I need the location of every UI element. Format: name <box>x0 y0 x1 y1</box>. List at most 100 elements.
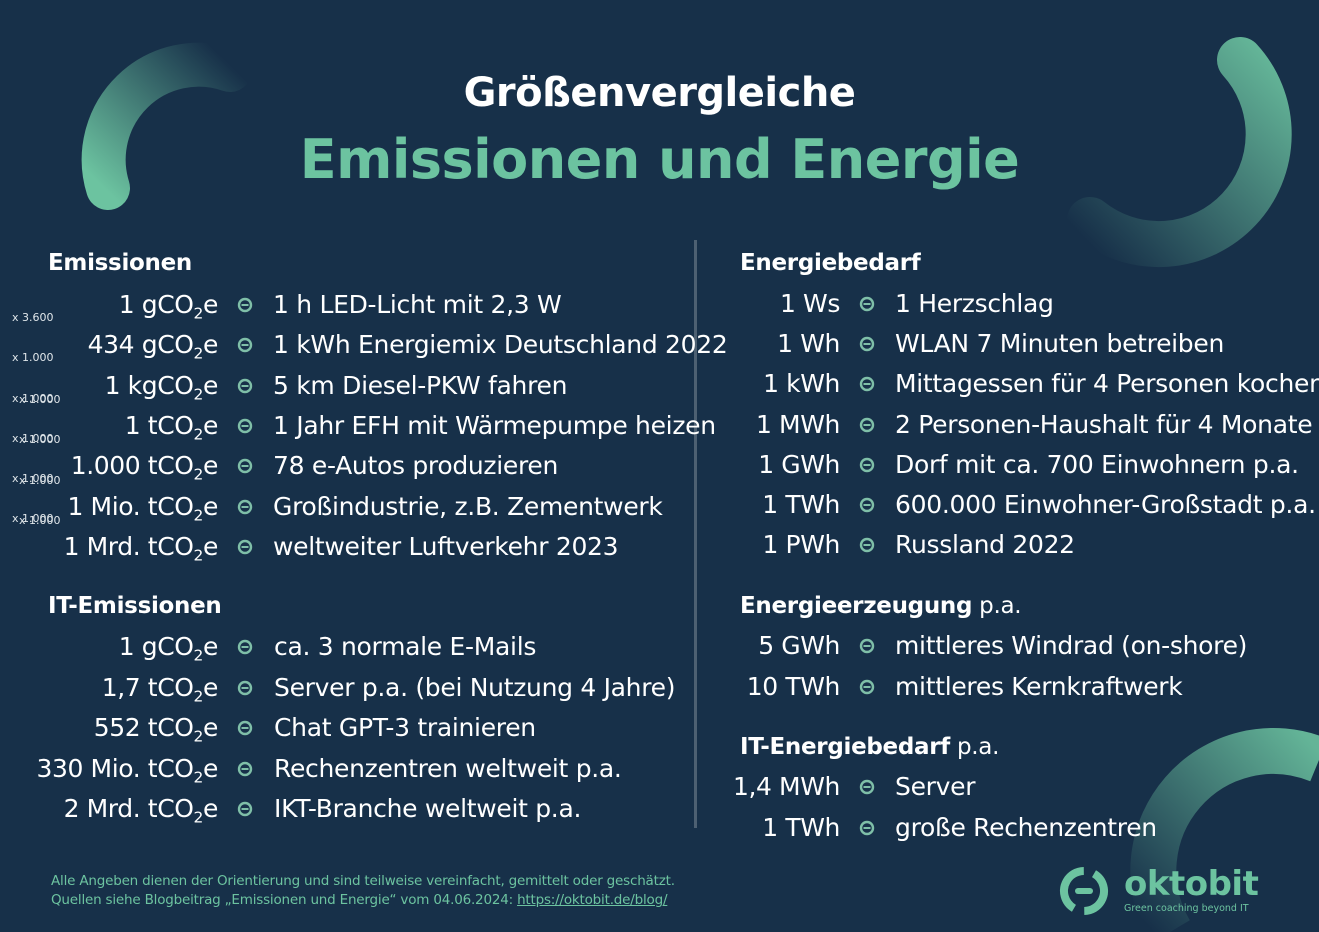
it-emissionen-row: 2 Mrd. tCO2e IKT-Branche weltweit p.a. <box>0 789 694 829</box>
row-value: 1 tCO2e <box>124 410 219 444</box>
row-value: 1 PWh <box>762 530 841 560</box>
page-title: Größenvergleiche <box>463 70 856 116</box>
multiplier-label: x 1.000 <box>12 512 54 526</box>
bullet-icon <box>237 378 253 393</box>
column-divider <box>694 240 697 828</box>
bullet-icon <box>859 417 875 432</box>
emissionen-row: 1 tCO2e 1 Jahr EFH mit Wärmepumpe heizen <box>0 406 716 446</box>
row-description: mittleres Windrad (on-shore) <box>895 631 1248 660</box>
row-value: 434 gCO2e <box>87 330 219 363</box>
bullet-icon <box>859 820 875 835</box>
bullet-icon <box>237 418 253 434</box>
bullet-icon <box>237 499 253 514</box>
row-description: weltweiter Luftverkehr 2023 <box>273 531 619 561</box>
emissionen-row: 1 Mrd. tCO2e weltweiter Luftverkehr 2023 <box>0 527 693 567</box>
energieerzeugung-row: 5 GWh mittleres Windrad (on-shore) <box>700 626 1315 666</box>
row-value: 330 Mio. tCO2e <box>36 753 218 786</box>
row-value: 1 kgCO2e <box>104 370 219 404</box>
bullet-icon <box>859 296 875 312</box>
footer-line-1: Alle Angeben dienen der Orientierung und… <box>51 873 675 889</box>
emissionen-row: 1 Mio. tCO2e Großindustrie, z.B. Zementwe… <box>0 487 693 527</box>
energiebedarf-row: 1 kWh Mittagessen für 4 Personen kochen <box>700 364 1319 404</box>
footer-line-2: Quellen siehe Blogbeitrag „Emissionen un… <box>51 892 668 908</box>
bullet-icon <box>237 639 253 655</box>
energiebedarf-row: 1 Ws 1 Herzschlag <box>700 284 1315 324</box>
bullet-icon <box>859 497 875 513</box>
row-description: Server p.a. (bei Nutzung 4 Jahre) <box>274 672 676 702</box>
oktobit-logo-icon <box>1060 867 1108 915</box>
bullet-icon <box>859 336 875 352</box>
it-emissionen-row: 330 Mio. tCO2e Rechenzentren weltweit p.a… <box>0 749 694 789</box>
heading-emissionen: Emissionen <box>48 250 192 276</box>
page-subtitle: Emissionen und Energie <box>299 128 1020 191</box>
row-description: IKT-Branche weltweit p.a. <box>274 794 582 823</box>
bullet-icon <box>859 638 875 654</box>
arc-bottom-right <box>1130 727 1319 932</box>
logo-name: oktobit <box>1124 864 1259 904</box>
multiplier-label: x 3.600 <box>12 311 54 325</box>
row-description: 78 e-Autos produzieren <box>273 451 559 481</box>
energiebedarf-row: 1 PWh Russland 2022 <box>700 525 1315 565</box>
multiplier-label: x 1.000 <box>12 351 54 365</box>
row-description: 1 kWh Energiemix Deutschland 2022 <box>273 330 728 360</box>
it-emissionen-row: 1,7 tCO2e Server p.a. (bei Nutzung 4 Jahr… <box>0 668 694 708</box>
row-value: 1 kWh <box>763 369 840 399</box>
oktobit-logo: oktobit Green coaching beyond IT <box>1058 862 1259 922</box>
bullet-icon <box>237 297 253 313</box>
row-value: 1 GWh <box>758 449 840 479</box>
energiebedarf-row: 1 Wh WLAN 7 Minuten betreiben <box>700 324 1315 364</box>
row-value: 1 Mio. tCO2e <box>67 491 218 524</box>
bullet-icon <box>237 680 253 695</box>
row-description: große Rechenzentren <box>895 812 1157 842</box>
energiebedarf-row: 1 GWh Dorf mit ca. 700 Einwohnern p.a. <box>700 445 1315 485</box>
arc-top-left <box>81 42 252 210</box>
emissionen-row: 1 gCO2e 1 h LED-Licht mit 2,3 W <box>0 285 693 325</box>
row-description: WLAN 7 Minuten betreiben <box>895 329 1225 359</box>
row-value: 1 gCO2e <box>118 290 219 323</box>
row-value: 1 Ws <box>780 289 840 318</box>
multiplier-label: x 1.000 <box>19 392 61 406</box>
row-description: Dorf mit ca. 700 Einwohnern p.a. <box>895 449 1299 479</box>
row-description: 600.000 Einwohner-Großstadt p.a. <box>895 490 1316 519</box>
row-description: 1 Herzschlag <box>895 289 1054 318</box>
bullet-icon <box>859 377 875 392</box>
row-description: 5 km Diesel-PKW fahren <box>273 370 568 400</box>
it-energiebedarf-row: 1 TWh große Rechenzentren <box>700 808 1315 848</box>
bullet-icon <box>859 537 875 553</box>
row-description: 1 h LED-Licht mit 2,3 W <box>273 290 562 319</box>
row-description: Russland 2022 <box>895 530 1075 560</box>
row-description: mittleres Kernkraftwerk <box>895 671 1183 701</box>
bullet-icon <box>237 458 253 474</box>
multiplier-label: x 1.000 <box>12 472 54 485</box>
bullet-icon <box>237 801 253 817</box>
energieerzeugung-row: 10 TWh mittleres Kernkraftwerk <box>700 667 1315 707</box>
row-value: 1 TWh <box>762 812 840 842</box>
row-value: 5 GWh <box>758 631 840 660</box>
row-value: 2 Mrd. tCO2e <box>63 794 219 827</box>
it-energiebedarf-row: 1,4 MWh Server <box>700 767 1315 807</box>
row-value: 1,4 MWh <box>732 772 840 801</box>
blog-link[interactable]: https://oktobit.de/blog/ <box>517 892 668 908</box>
heading-energiebedarf: Energiebedarf <box>740 250 921 276</box>
heading-energieerzeugung: Energieerzeugung p.a. <box>740 593 1022 619</box>
emissionen-row: 434 gCO2e 1 kWh Energiemix Deutschland 20… <box>0 325 728 365</box>
row-value: 552 tCO2e <box>93 713 219 746</box>
row-value: 1.000 tCO2e <box>70 451 219 484</box>
row-value: 1 Wh <box>777 329 840 359</box>
energiebedarf-row: 1 TWh 600.000 Einwohner-Großstadt p.a. <box>700 485 1316 525</box>
bullet-icon <box>859 457 875 472</box>
bullet-icon <box>859 779 875 795</box>
it-emissionen-row: 1 gCO2e ca. 3 normale E-Mails <box>0 627 694 667</box>
row-value: 1 gCO2e <box>118 632 219 665</box>
footer-note: Alle Angeben dienen der Orientierung und… <box>51 872 675 910</box>
it-emissionen-row: 552 tCO2e Chat GPT-3 trainieren <box>0 708 694 748</box>
heading-it-energiebedarf: IT-Energiebedarf p.a. <box>740 734 1000 760</box>
heading-it-emissionen: IT-Emissionen <box>48 593 222 619</box>
multiplier-label: x 1.000 <box>12 391 54 405</box>
bullet-icon <box>237 539 253 554</box>
multiplier-label: x 1.000 <box>19 473 61 487</box>
row-description: Großindustrie, z.B. Zementwerk <box>273 491 663 521</box>
row-description: Chat GPT-3 trainieren <box>274 713 536 742</box>
